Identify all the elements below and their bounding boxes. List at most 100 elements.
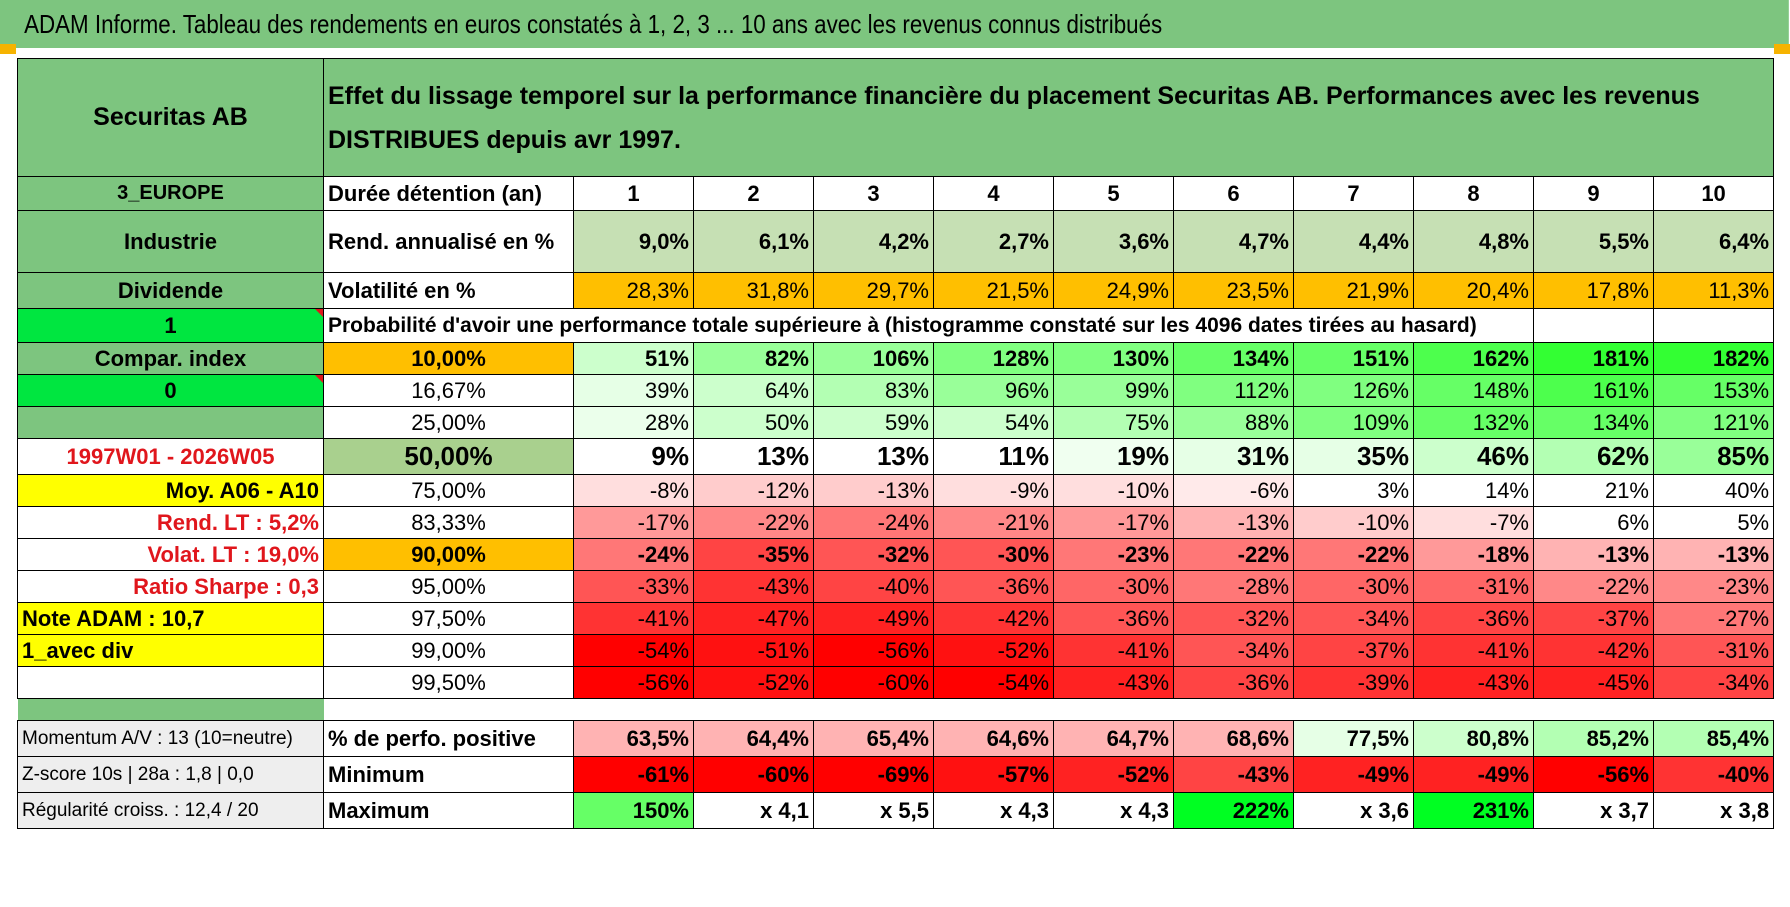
quantile-value: -17% — [1053, 506, 1174, 539]
quantile-value: -52% — [693, 666, 814, 699]
quantile-value: 109% — [1293, 406, 1414, 439]
quantile-value: -7% — [1413, 506, 1534, 539]
quantile-value: 134% — [1173, 342, 1294, 375]
region-label: 3_EUROPE — [17, 176, 324, 211]
quantile-value: 106% — [813, 342, 934, 375]
quantile-label: 50,00% — [323, 438, 574, 475]
volat-lt-label-text: Volat. LT : 19,0% — [147, 541, 319, 567]
quantile-value: 151% — [1293, 342, 1414, 375]
quantile-value: 82% — [693, 342, 814, 375]
quantile-label: 16,67% — [323, 374, 574, 407]
quantile-value: -9% — [933, 474, 1054, 507]
sharpe-label-text: Ratio Sharpe : 0,3 — [133, 573, 319, 599]
quantile-row: 99,50% -56% -52% -60% -54% -43% -36% -39% -43% -4… — [17, 666, 1775, 699]
quantile-value: 161% — [1533, 374, 1654, 407]
quantile-value: 96% — [933, 374, 1054, 407]
quantile-label: 95,00% — [323, 570, 574, 603]
rend-cell: 4,2% — [813, 210, 934, 273]
quantile-value: -43% — [1413, 666, 1534, 699]
quantile-label: 10,00% — [323, 342, 574, 375]
quantile-label: 83,33% — [323, 506, 574, 539]
quantile-label: 25,00% — [323, 406, 574, 439]
note-adam-label-text: Note ADAM : 10,7 — [22, 605, 205, 631]
pos-cell: 85,2% — [1533, 720, 1654, 757]
quantile-row: Volat. LT : 19,0% 90,00% -24% -35% -32% -30% -… — [17, 538, 1775, 571]
max-cell: x 4,3 — [933, 792, 1054, 829]
quantile-value: 99% — [1053, 374, 1174, 407]
years-cell: 8 — [1413, 176, 1534, 211]
pos-cell: 80,8% — [1413, 720, 1534, 757]
volat-cell: 23,5% — [1173, 272, 1294, 309]
table-description: Effet du lissage temporel sur la perform… — [322, 58, 1775, 177]
corner-marker — [0, 44, 16, 54]
quantile-value: 28% — [573, 406, 694, 439]
quantile-value: 162% — [1413, 342, 1534, 375]
moy-label-text: Moy. A06 - A10 — [165, 477, 319, 503]
years-cell: 4 — [933, 176, 1054, 211]
quantile-value: -54% — [573, 634, 694, 667]
quantile-value: 3% — [1293, 474, 1414, 507]
quantile-value: 83% — [813, 374, 934, 407]
quantile-value: -32% — [813, 538, 934, 571]
value-one-cell[interactable]: 1 — [17, 308, 324, 343]
quantile-value: -10% — [1293, 506, 1414, 539]
security-name: Securitas AB — [17, 58, 324, 177]
pos-cell: 63,5% — [573, 720, 694, 757]
empty-side-cell — [17, 666, 324, 699]
quantile-label: 97,50% — [323, 602, 574, 635]
comment-marker — [315, 375, 323, 383]
quantile-value: -43% — [693, 570, 814, 603]
period-label-text: 1997W01 - 2026W05 — [66, 443, 275, 469]
quantile-value: -45% — [1533, 666, 1654, 699]
quantile-row: Rend. LT : 5,2% 83,33% -17% -22% -24% -21% -17… — [17, 506, 1775, 539]
rend-cell: 5,5% — [1533, 210, 1654, 273]
rend-cell: 2,7% — [933, 210, 1054, 273]
quantile-value: -42% — [1533, 634, 1654, 667]
max-cell: x 3,8 — [1652, 792, 1775, 829]
page-title: ADAM Informe. Tableau des rendements en … — [0, 0, 1789, 48]
volat-cell: 28,3% — [573, 272, 694, 309]
returns-table: Securitas AB Effet du lissage temporel s… — [17, 58, 1775, 829]
quantile-value: -13% — [1652, 538, 1775, 571]
years-cell: 3 — [813, 176, 934, 211]
years-cell: 6 — [1173, 176, 1294, 211]
years-cell: 2 — [693, 176, 814, 211]
quantile-value: -8% — [573, 474, 694, 507]
volat-cell: 29,7% — [813, 272, 934, 309]
years-cell: 1 — [573, 176, 694, 211]
quantile-value: -27% — [1652, 602, 1775, 635]
quantile-value: 54% — [933, 406, 1054, 439]
quantile-row: Note ADAM : 10,7 97,50% -41% -47% -49% -42% -3… — [17, 602, 1775, 635]
empty-side-cell — [17, 406, 324, 439]
pos-cell: 64,4% — [693, 720, 814, 757]
quantile-value: 153% — [1652, 374, 1775, 407]
quantile-label: 99,00% — [323, 634, 574, 667]
rend-cell: 9,0% — [573, 210, 694, 273]
volat-cell: 24,9% — [1053, 272, 1174, 309]
min-cell: -49% — [1413, 756, 1534, 793]
pos-cell: 65,4% — [813, 720, 934, 757]
quantile-value: -30% — [933, 538, 1054, 571]
duree-label: Durée détention (an) — [323, 176, 574, 211]
quantile-value: 126% — [1293, 374, 1414, 407]
volat-cell: 21,9% — [1293, 272, 1414, 309]
quantile-row: 0 16,67% 39% 64% 83% 96% 99% 112% 126% 148% 161% 15… — [17, 374, 1775, 407]
years-cell: 9 — [1533, 176, 1654, 211]
compar-index-label: Compar. index — [17, 342, 324, 375]
quantile-value: -22% — [1173, 538, 1294, 571]
quantile-value: -60% — [813, 666, 934, 699]
quantile-value: -52% — [933, 634, 1054, 667]
quantile-value: 134% — [1533, 406, 1654, 439]
quantile-value: 51% — [573, 342, 694, 375]
volat-cell: 11,3% — [1652, 272, 1775, 309]
quantile-value: -40% — [813, 570, 934, 603]
quantile-value: -34% — [1173, 634, 1294, 667]
quantile-value: -22% — [693, 506, 814, 539]
rend-cell: 6,1% — [693, 210, 814, 273]
quantile-value: -13% — [1173, 506, 1294, 539]
compar-index-label-text: Compar. index — [94, 345, 247, 371]
volat-cell: 17,8% — [1533, 272, 1654, 309]
max-cell: 231% — [1413, 792, 1534, 829]
pos-cell: 64,7% — [1053, 720, 1174, 757]
quantile-value: -32% — [1173, 602, 1294, 635]
